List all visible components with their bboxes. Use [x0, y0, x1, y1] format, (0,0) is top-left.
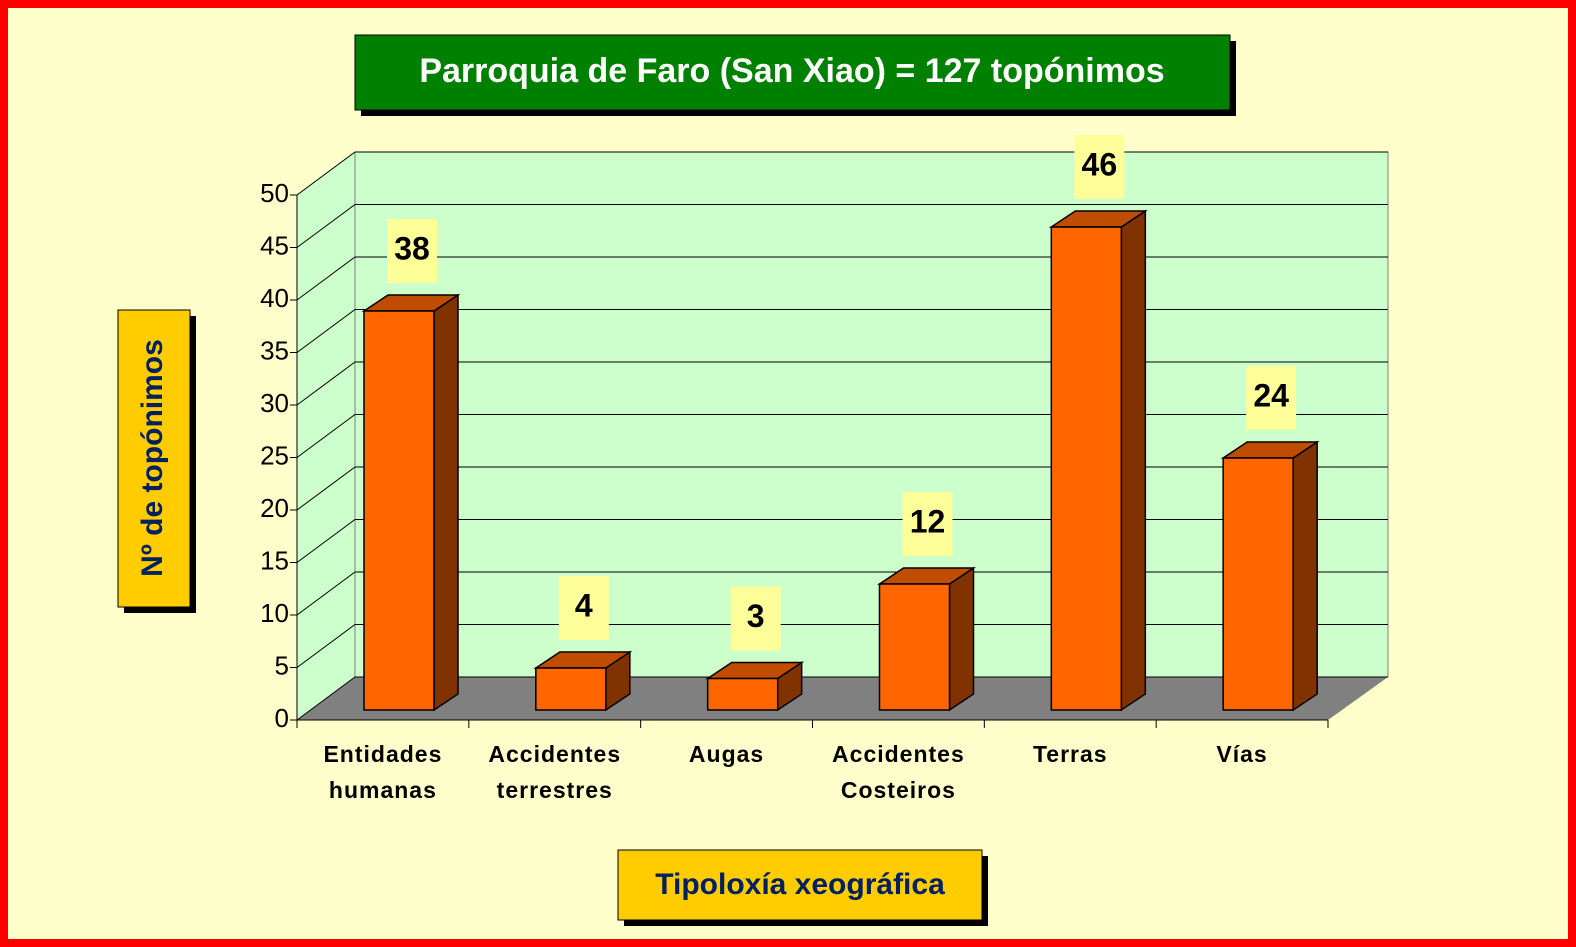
y-tick-label: 50	[260, 178, 289, 208]
grid-line	[296, 519, 1388, 563]
bar	[706, 677, 779, 711]
value-label: 3	[747, 598, 765, 634]
x-tick-label: Entidades humanas	[323, 741, 442, 803]
chart-title: Parroquia de Faro (San Xiao) = 127 topón…	[419, 52, 1164, 90]
bar-side	[1292, 440, 1318, 712]
y-axis-title: Nº de topónimos	[136, 339, 169, 577]
bar-side	[948, 566, 975, 712]
x-title-box	[617, 849, 983, 921]
x-tick-label: Augas	[689, 741, 764, 767]
bar-side	[433, 293, 459, 712]
bar	[1050, 226, 1123, 711]
grid-line	[296, 361, 1388, 406]
value-label: 12	[910, 503, 946, 539]
x-tick-label: Accidentes Costeiros	[832, 741, 965, 803]
value-label-box	[1246, 366, 1297, 430]
y-tick-label: 15	[260, 545, 289, 575]
bar	[535, 667, 607, 711]
grid-line	[296, 414, 1388, 458]
value-label: 24	[1253, 377, 1289, 413]
x-axis-title: Tipoloxía xeográfica	[655, 868, 945, 901]
bar-side	[1120, 209, 1147, 712]
value-label: 46	[1082, 146, 1118, 182]
value-label-box	[387, 219, 437, 283]
x-tick-label: Vías	[1216, 741, 1267, 767]
title-box	[354, 34, 1231, 111]
grid-line	[296, 571, 1388, 616]
grid-line	[296, 151, 1388, 196]
x-tick-label: Terras	[1033, 741, 1108, 767]
grid-line	[296, 466, 1388, 511]
y-tick-label: 35	[260, 335, 289, 365]
bar	[1222, 457, 1294, 711]
y-tick-label: 5	[275, 650, 289, 680]
y-tick-label: 25	[260, 440, 289, 470]
y-tick-label: 45	[260, 230, 289, 260]
y-tick-label: 30	[260, 388, 289, 418]
grid-line	[296, 204, 1388, 248]
grid-line	[296, 309, 1388, 353]
y-tick-label: 10	[260, 598, 289, 628]
value-label-box	[558, 576, 609, 640]
grid-line	[296, 256, 1388, 301]
bar	[363, 310, 435, 711]
y-title-box	[117, 309, 191, 608]
x-tick-label: Accidentes terrestres	[488, 741, 621, 803]
value-label: 38	[394, 230, 430, 266]
bar	[878, 583, 951, 711]
y-tick-label: 0	[275, 703, 289, 733]
value-label-box	[1074, 135, 1125, 199]
value-label-box	[730, 586, 781, 651]
grid-line	[296, 624, 1388, 668]
value-label: 4	[575, 587, 593, 623]
value-label-box	[902, 492, 953, 556]
y-tick-label: 40	[260, 283, 289, 313]
grid-line	[296, 676, 1388, 721]
y-tick-label: 20	[260, 493, 289, 523]
